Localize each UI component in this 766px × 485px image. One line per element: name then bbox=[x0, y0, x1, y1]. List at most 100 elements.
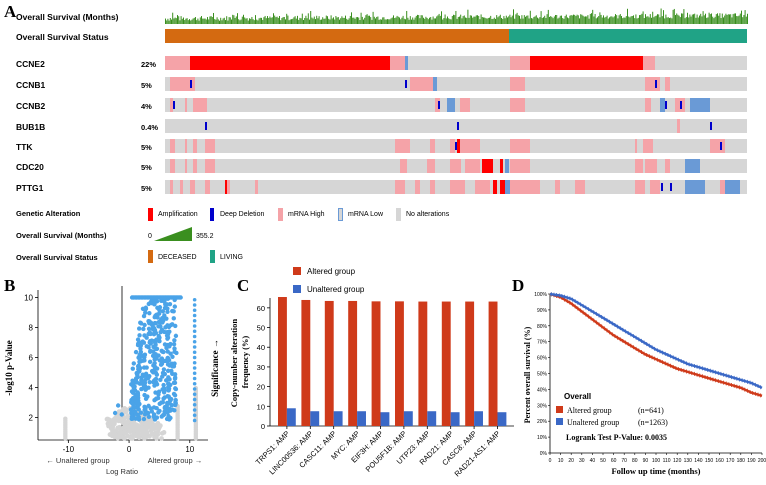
volcano-point-sig bbox=[167, 301, 173, 307]
survival-month-bar bbox=[442, 19, 444, 24]
survival-month-bar bbox=[241, 16, 243, 24]
survival-month-bar bbox=[388, 19, 390, 24]
volcano-point-sig bbox=[192, 297, 197, 302]
survival-month-bar bbox=[526, 15, 528, 24]
survival-month-bar bbox=[372, 11, 374, 24]
volcano-point-sig bbox=[154, 372, 160, 377]
survival-month-bar bbox=[309, 19, 310, 24]
survival-month-bar bbox=[330, 15, 332, 24]
volcano-group-left: ← Unaltered group bbox=[46, 456, 109, 465]
survival-gradient-triangle bbox=[154, 227, 192, 241]
volcano-point-sig bbox=[132, 405, 137, 410]
volcano-point-ns bbox=[130, 421, 136, 427]
survival-month-bar bbox=[595, 18, 597, 24]
survival-month-bar bbox=[261, 17, 262, 24]
survival-month-bar bbox=[702, 11, 704, 24]
survival-month-bar bbox=[343, 17, 345, 24]
survival-month-bar bbox=[499, 14, 501, 24]
survival-month-bar bbox=[249, 18, 250, 24]
survival-month-bar bbox=[312, 18, 314, 24]
survival-month-bar bbox=[502, 18, 504, 24]
survival-month-bar bbox=[172, 12, 174, 24]
survival-month-bar bbox=[275, 17, 277, 24]
legend-label-living: LIVING bbox=[220, 254, 243, 261]
survival-month-bar bbox=[501, 18, 502, 24]
volcano-point-sig bbox=[163, 302, 168, 307]
survival-month-bar bbox=[414, 17, 416, 24]
survival-month-bar bbox=[577, 15, 579, 24]
volcano-point-ns bbox=[133, 432, 139, 438]
survival-month-bar bbox=[529, 10, 531, 24]
mrna-high-cell bbox=[510, 139, 530, 153]
survival-month-bar bbox=[371, 19, 373, 24]
survival-month-bar bbox=[717, 13, 718, 24]
survival-month-bar bbox=[183, 17, 184, 24]
survival-month-bar bbox=[197, 18, 199, 24]
volcano-point-sig bbox=[139, 380, 144, 385]
bar-category-label: POU5F1B: AMP bbox=[364, 429, 409, 474]
volcano-point-sig bbox=[158, 324, 163, 329]
survival-month-bar bbox=[235, 16, 237, 24]
mrna-high-cell bbox=[415, 180, 420, 194]
mrna-high-cell bbox=[205, 180, 210, 194]
gene-track-pttg1 bbox=[165, 180, 747, 194]
bar-y-tick-label: 20 bbox=[257, 383, 265, 392]
survival-month-bar bbox=[208, 19, 210, 24]
survival-month-bar bbox=[534, 16, 536, 24]
km-y-tick-label: 20% bbox=[537, 419, 548, 425]
volcano-point-sig bbox=[141, 416, 147, 422]
volcano-x-tick-label: -10 bbox=[63, 445, 75, 454]
survival-month-bar bbox=[279, 16, 280, 24]
volcano-point-sig bbox=[162, 342, 168, 347]
survival-month-bar bbox=[257, 20, 259, 24]
survival-month-bar bbox=[381, 19, 382, 24]
volcano-point-sig bbox=[164, 416, 170, 422]
volcano-point-sig bbox=[161, 396, 166, 401]
survival-month-bar bbox=[317, 18, 319, 24]
volcano-point-sig bbox=[192, 345, 197, 349]
survival-month-bar bbox=[351, 12, 352, 24]
survival-month-bar bbox=[220, 17, 222, 24]
survival-month-bar bbox=[287, 15, 289, 24]
survival-month-bar bbox=[201, 16, 202, 24]
legend-label-amplification: Amplification bbox=[158, 211, 198, 218]
survival-month-bar bbox=[457, 16, 459, 24]
legend-genetic-alteration-title: Genetic Alteration bbox=[16, 209, 81, 218]
survival-month-bar bbox=[303, 19, 304, 24]
amplification-cell bbox=[190, 56, 390, 70]
survival-month-bar bbox=[466, 17, 468, 24]
volcano-point-sig bbox=[192, 334, 197, 339]
volcano-point-sig bbox=[148, 331, 153, 337]
survival-month-bar bbox=[473, 16, 475, 24]
bar-altered bbox=[465, 301, 475, 426]
survival-month-bar bbox=[393, 15, 394, 24]
survival-month-bar bbox=[687, 12, 688, 24]
survival-month-bar bbox=[167, 18, 169, 24]
volcano-point-sig bbox=[170, 308, 175, 314]
survival-month-bar bbox=[202, 18, 204, 24]
survival-month-bar bbox=[535, 15, 537, 24]
survival-month-bar bbox=[646, 16, 648, 24]
volcano-point-sig bbox=[157, 307, 162, 313]
survival-month-bar bbox=[460, 14, 462, 24]
survival-month-bar bbox=[537, 17, 538, 24]
survival-month-bar bbox=[685, 17, 687, 24]
deep-deletion-cell bbox=[173, 101, 175, 109]
gene-label: BUB1B bbox=[16, 122, 46, 132]
survival-month-bar bbox=[198, 20, 200, 24]
survival-month-bar bbox=[455, 10, 457, 24]
survival-month-bar bbox=[448, 18, 450, 24]
survival-month-bar bbox=[253, 20, 255, 24]
survival-month-bar bbox=[491, 18, 493, 24]
survival-month-bar bbox=[166, 20, 168, 24]
survival-month-bar bbox=[180, 16, 182, 24]
survival-month-bar bbox=[337, 17, 339, 24]
survival-month-bar bbox=[199, 17, 201, 24]
volcano-point-sig bbox=[170, 407, 175, 412]
mrna-high-cell bbox=[450, 139, 455, 153]
km-y-tick-label: 60% bbox=[537, 356, 548, 362]
mrna-high-cell bbox=[510, 77, 525, 91]
survival-month-bar bbox=[379, 19, 381, 24]
survival-month-bar bbox=[438, 13, 440, 24]
survival-month-bar bbox=[307, 13, 309, 24]
